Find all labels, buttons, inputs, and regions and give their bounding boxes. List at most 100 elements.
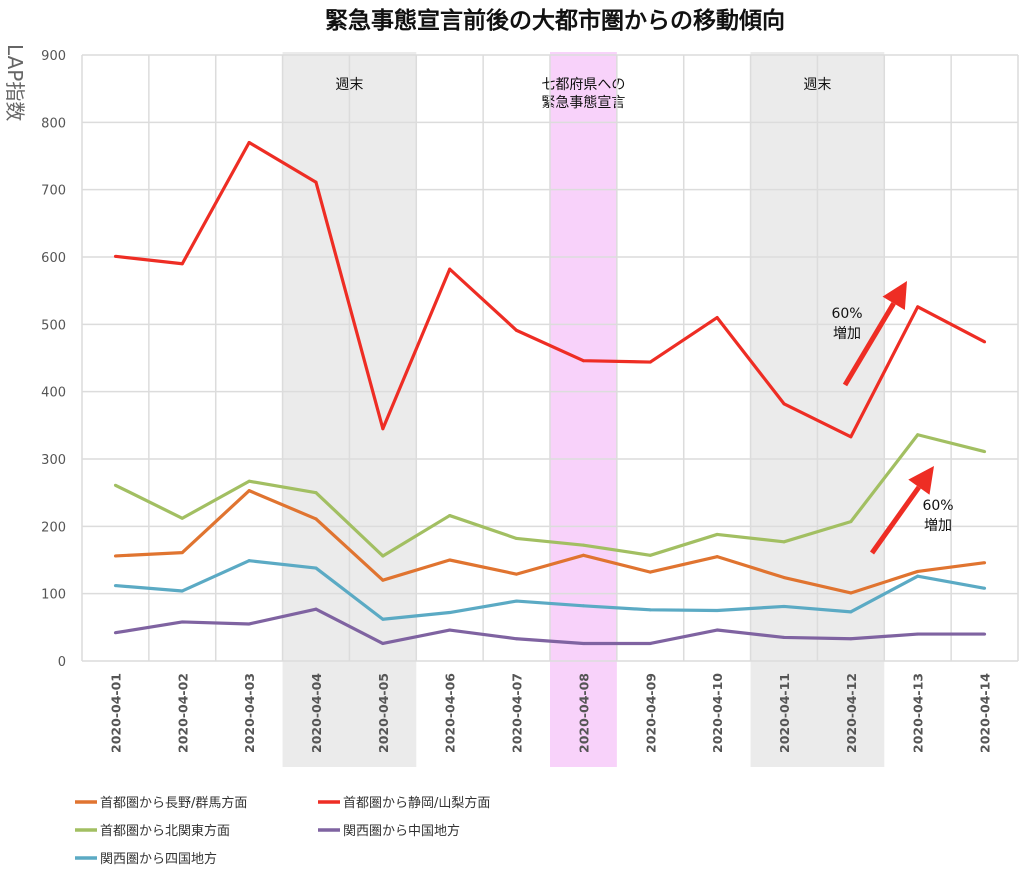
legend-label: 関西圏から中国地方 xyxy=(343,823,460,839)
series-lines xyxy=(113,140,987,646)
data-point xyxy=(648,553,652,557)
data-point xyxy=(849,637,853,641)
data-point xyxy=(515,572,519,576)
legend-item: 首都圏から北関東方面 xyxy=(75,823,230,839)
data-point xyxy=(381,617,385,621)
data-point xyxy=(113,483,117,487)
y-tick-label: 700 xyxy=(41,184,66,199)
data-point xyxy=(448,558,452,562)
data-point xyxy=(314,180,318,184)
data-point xyxy=(715,609,719,612)
chart-title: 緊急事態宣言前後の大都市圏からの移動傾向 xyxy=(325,7,785,34)
annotations: 60%増加 60%増加 xyxy=(831,281,954,555)
data-point xyxy=(715,628,719,632)
data-point xyxy=(715,532,719,536)
x-tick-label: 2020-04-11 xyxy=(777,673,792,753)
legend-label: 首都圏から静岡/山梨方面 xyxy=(343,795,490,811)
y-tick-label: 0 xyxy=(58,655,66,670)
data-point xyxy=(715,555,719,559)
x-ticks: 2020-04-01 2020-04-02 2020-04-03 2020-04-04… xyxy=(108,673,992,753)
grid xyxy=(81,54,1019,662)
data-point xyxy=(581,604,585,608)
data-point xyxy=(381,554,385,558)
x-tick-label: 2020-04-12 xyxy=(844,673,859,753)
y-tick-label: 500 xyxy=(41,318,66,333)
x-tick-label: 2020-04-05 xyxy=(376,673,391,753)
data-point xyxy=(448,628,452,632)
series-line xyxy=(115,559,985,621)
y-tick-label: 900 xyxy=(41,49,66,64)
data-point xyxy=(247,479,251,483)
legend-item: 関西圏から中国地方 xyxy=(318,823,460,839)
x-tick-label: 2020-04-03 xyxy=(242,673,257,753)
data-point xyxy=(381,578,385,582)
data-point xyxy=(314,607,318,611)
data-point xyxy=(983,561,987,565)
legend-label: 首都圏から長野/群馬方面 xyxy=(100,795,247,811)
data-point xyxy=(983,586,987,590)
y-axis-label: LAP指数 xyxy=(3,44,27,121)
highlight-band xyxy=(550,52,617,767)
data-point xyxy=(916,569,920,573)
data-point xyxy=(983,340,987,344)
series-line xyxy=(115,489,985,595)
data-point xyxy=(782,604,786,608)
series-line xyxy=(115,140,986,439)
y-tick-label: 800 xyxy=(41,116,66,131)
data-point xyxy=(648,360,652,364)
data-point xyxy=(314,517,318,521)
x-tick-label: 2020-04-04 xyxy=(309,673,324,753)
series-line xyxy=(114,433,985,558)
x-tick-label: 2020-04-02 xyxy=(175,673,190,753)
data-point xyxy=(782,540,786,544)
x-tick-label: 2020-04-08 xyxy=(576,673,591,753)
y-tick-label: 400 xyxy=(41,386,66,401)
annotation-label: 60%増加 xyxy=(831,306,862,342)
data-point xyxy=(581,359,585,363)
data-point xyxy=(916,574,920,578)
data-point xyxy=(648,641,652,645)
data-point xyxy=(849,520,853,524)
x-tick-label: 2020-04-01 xyxy=(108,673,123,753)
data-point xyxy=(180,262,184,266)
data-point xyxy=(515,637,519,641)
x-tick-label: 2020-04-13 xyxy=(911,673,926,753)
data-point xyxy=(381,641,385,645)
x-tick-label: 2020-04-14 xyxy=(978,673,993,753)
series-line xyxy=(115,607,985,646)
y-tick-label: 100 xyxy=(41,588,66,603)
data-point xyxy=(648,608,652,612)
data-point xyxy=(247,489,251,493)
data-point xyxy=(180,516,184,520)
data-point xyxy=(247,141,251,145)
x-tick-label: 2020-04-09 xyxy=(643,673,658,753)
legend-item: 関西圏から四国地方 xyxy=(75,851,217,867)
data-point xyxy=(581,543,585,547)
x-tick-label: 2020-04-06 xyxy=(443,673,458,753)
arrow-head-icon xyxy=(882,281,907,310)
arrow-icon xyxy=(842,302,896,387)
data-point xyxy=(113,554,117,558)
y-tick-label: 600 xyxy=(41,251,66,266)
data-point xyxy=(448,267,452,271)
data-point xyxy=(581,641,585,645)
legend-item: 首都圏から静岡/山梨方面 xyxy=(318,795,490,811)
data-point xyxy=(849,591,853,595)
data-point xyxy=(648,570,652,574)
annotation-label: 60%増加 xyxy=(922,498,953,534)
data-point xyxy=(448,514,452,518)
y-ticks: 0 100 200 300 400 500 600 700 800 900 xyxy=(41,49,66,670)
data-point xyxy=(515,328,519,332)
data-point xyxy=(782,635,786,639)
data-point xyxy=(782,402,786,406)
data-point xyxy=(113,254,117,258)
data-point xyxy=(916,433,920,437)
data-point xyxy=(113,584,117,588)
data-point xyxy=(247,559,251,563)
data-point xyxy=(515,536,519,540)
data-point xyxy=(381,427,385,431)
legend-item: 首都圏から長野/群馬方面 xyxy=(75,795,247,811)
data-point xyxy=(849,435,853,439)
